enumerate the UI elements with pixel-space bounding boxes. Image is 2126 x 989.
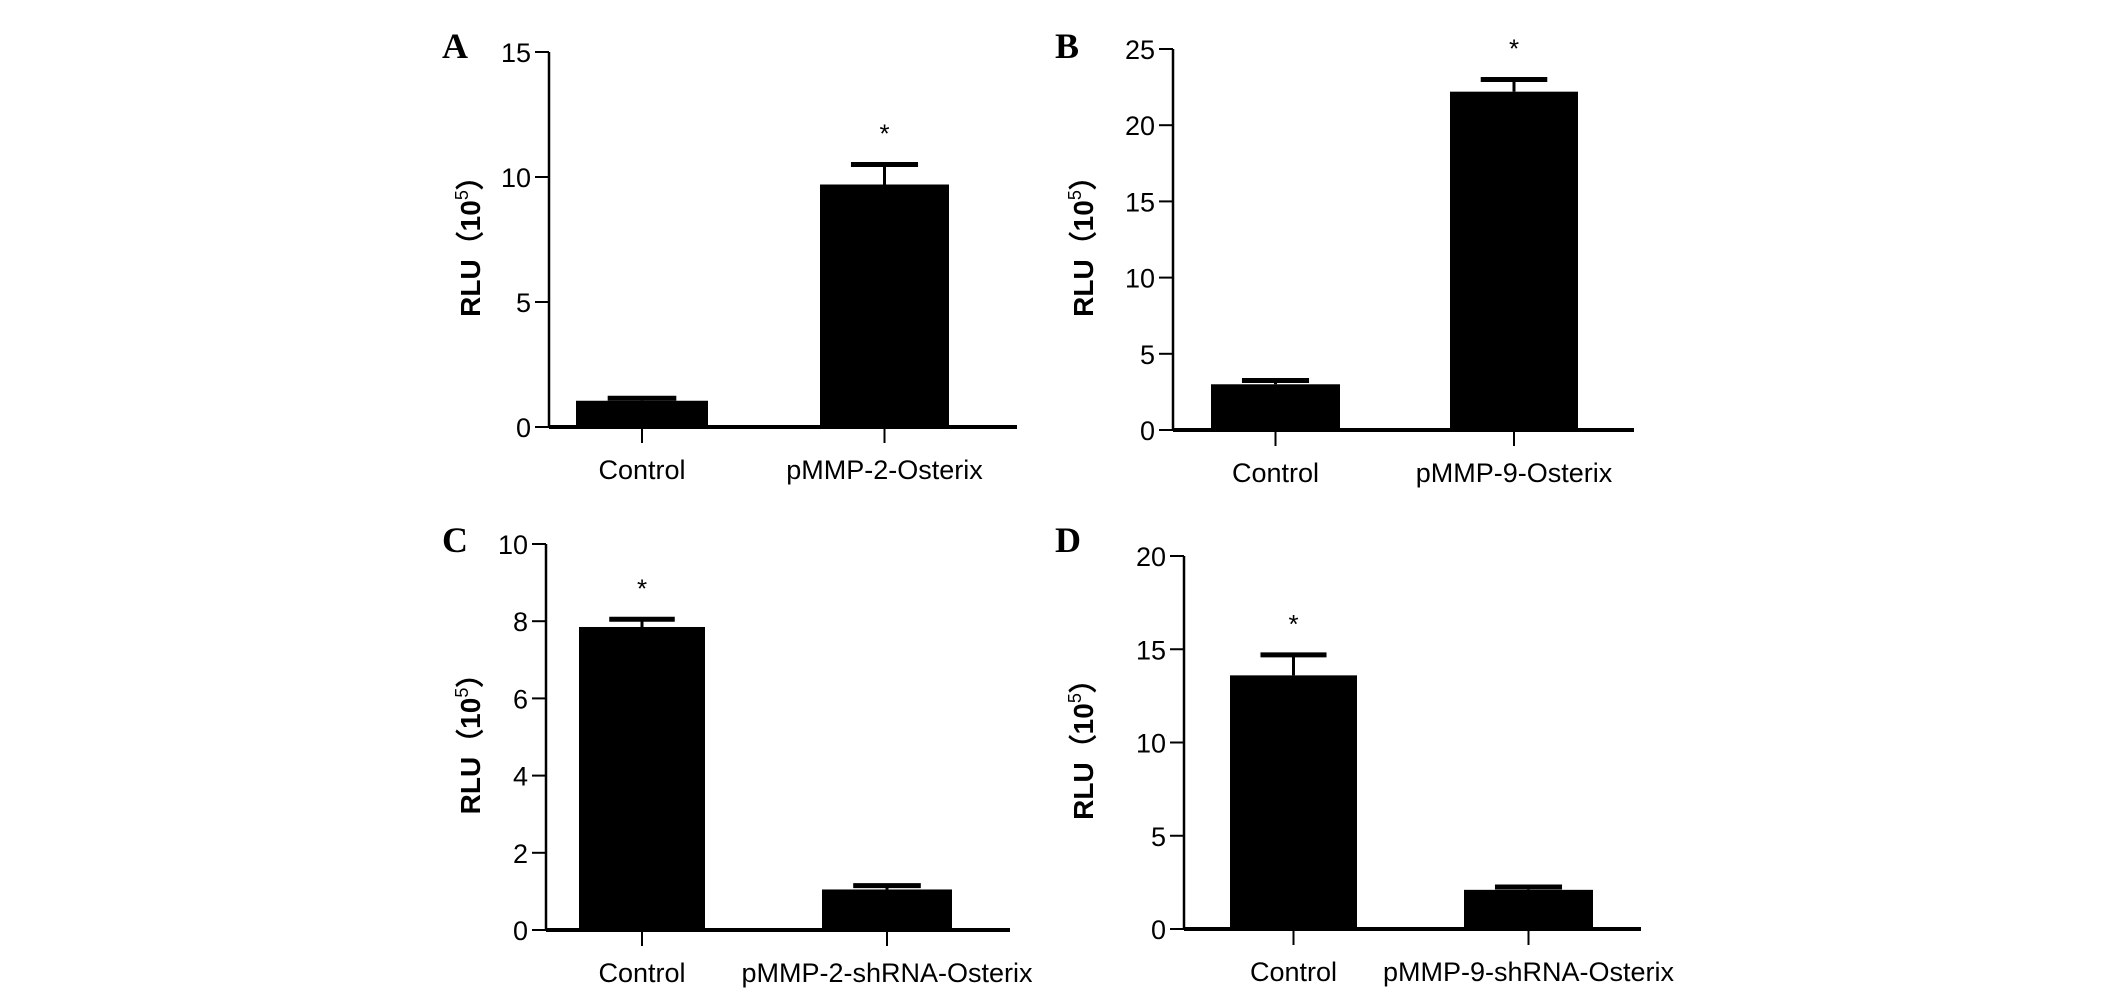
y-axis-label-main: RLU（10: [1067, 200, 1099, 317]
x-tick-label: Control: [598, 455, 685, 485]
y-tick-label: 5: [516, 288, 531, 318]
y-axis-label-sup: 5: [452, 190, 472, 200]
y-tick-label: 25: [1125, 35, 1155, 65]
y-axis-label-main: RLU（10: [454, 200, 486, 317]
y-tick-label: 15: [501, 38, 531, 68]
y-tick-label: 20: [1136, 542, 1166, 572]
y-axis-label-sup: 5: [1065, 190, 1085, 200]
y-axis-label: RLU（105）: [1065, 665, 1099, 820]
y-tick-label: 0: [513, 916, 528, 946]
bar-control: [1211, 384, 1340, 430]
x-tick-label: pMMP-2-Osterix: [786, 455, 983, 485]
y-axis-label: RLU（105）: [452, 660, 486, 815]
x-tick-label: pMMP-9-Osterix: [1416, 458, 1613, 488]
panel-label: D: [1055, 520, 1081, 560]
x-tick-label: pMMP-2-shRNA-Osterix: [741, 958, 1033, 988]
x-tick-label: Control: [1232, 458, 1319, 488]
significance-marker: *: [1288, 609, 1298, 639]
panel-c: C 0 2 4 6 8 10 RLU（105） * Control pMMP-2-shRNA-Ost…: [442, 520, 1033, 988]
y-tick-label: 0: [1140, 416, 1155, 446]
y-tick-label: 5: [1140, 340, 1155, 370]
significance-marker: *: [637, 573, 647, 603]
bar-control: [1230, 675, 1357, 929]
y-tick-label: 6: [513, 684, 528, 714]
y-tick-label: 8: [513, 607, 528, 637]
y-tick-label: 15: [1136, 635, 1166, 665]
y-tick-label: 4: [513, 762, 528, 792]
panel-label: C: [442, 520, 468, 560]
panel-label: B: [1055, 26, 1079, 66]
y-tick-label: 5: [1151, 822, 1166, 852]
x-tick-label: Control: [598, 958, 685, 988]
y-axis-label-close: ）: [454, 162, 486, 190]
bar-pmmp-9-osterix: [1450, 91, 1578, 430]
significance-marker: *: [1509, 33, 1519, 63]
y-tick-label: 2: [513, 839, 528, 869]
panel-label: A: [442, 26, 468, 66]
bar-pmmp-9-shrna-osterix: [1464, 889, 1593, 929]
y-axis-label-main: RLU（10: [1067, 703, 1099, 820]
y-axis-label-close: ）: [1067, 162, 1099, 190]
y-tick-label: 10: [501, 163, 531, 193]
y-axis-label: RLU（105）: [1065, 162, 1099, 317]
y-tick-label: 10: [1125, 264, 1155, 294]
significance-marker: *: [879, 119, 889, 149]
x-tick-label: pMMP-9-shRNA-Osterix: [1383, 957, 1675, 987]
y-axis-label-main: RLU（10: [454, 698, 486, 815]
y-tick-label: 20: [1125, 111, 1155, 141]
bar-pmmp-2-osterix: [820, 184, 949, 427]
y-tick-label: 0: [516, 413, 531, 443]
y-axis-label: RLU（105）: [452, 162, 486, 317]
y-tick-label: 10: [498, 530, 528, 560]
x-tick-label: Control: [1250, 957, 1337, 987]
y-axis-label-sup: 5: [452, 688, 472, 698]
panel-b: B0510152025RLU（105）Control*pMMP-9-Osteri…: [1055, 26, 1634, 488]
y-tick-label: 10: [1136, 729, 1166, 759]
bar-control: [579, 626, 705, 930]
bar-control: [576, 400, 708, 427]
y-tick-label: 0: [1151, 915, 1166, 945]
y-axis-label-close: ）: [454, 660, 486, 688]
y-tick-label: 15: [1125, 187, 1155, 217]
bar-pmmp-2-shrna-osterix: [822, 889, 952, 930]
y-axis-label-close: ）: [1067, 665, 1099, 693]
y-axis-label-sup: 5: [1065, 693, 1085, 703]
